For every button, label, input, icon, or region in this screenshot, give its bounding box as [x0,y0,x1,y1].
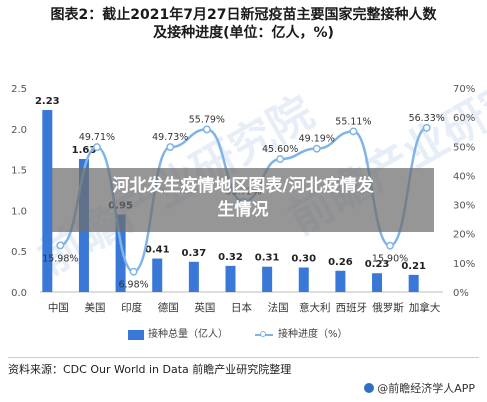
x-tick-label: 英国 [194,301,215,314]
bar-value-label: 1.63 [72,145,97,156]
bar [152,258,163,292]
y-right-tick-label: 50% [453,142,475,153]
bar-value-label: 2.23 [35,96,60,107]
line-point [312,144,321,153]
overlay-line1: 河北发生疫情地区图表/河北疫情发 [112,176,374,196]
x-tick-label: 意大利 [299,301,331,314]
line-value-label: 55.79% [189,114,225,125]
line-point [202,125,211,134]
bar [335,270,346,292]
bar [115,214,126,292]
overlay-line2: 生情况 [217,200,269,220]
x-tick-label: 法国 [268,301,289,314]
bar [372,273,383,292]
y-right-tick-label: 70% [453,84,475,95]
x-tick-label: 印度 [121,301,142,314]
x-tick-label: 美国 [84,301,105,314]
bar [42,110,53,292]
y-left-tick-label: 1.5 [11,166,27,177]
bar-value-label: 0.32 [218,252,243,263]
line-value-label: 6.98% [118,280,148,291]
bar-value-label: 0.41 [145,245,170,256]
bar-value-label: 0.21 [401,261,426,272]
bar-value-label: 0.37 [182,248,207,259]
chart-svg: 0.0 0.5 1.0 1.5 2.0 2.5 0% 10% 20% 30% 40% 50% 60% 70… [11,84,475,314]
bar [408,274,419,292]
divider [8,357,479,358]
bar-value-label: 0.31 [255,253,280,264]
y-right-tick-label: 60% [453,113,475,124]
bar [262,266,273,292]
legend-bar-label: 接种总量（亿人） [148,329,228,340]
line-value-label: 49.19% [299,134,335,145]
legend-line-swatch [255,331,273,337]
bar-value-label: 0.23 [365,259,390,270]
overlay-text: 河北发生疫情地区图表/河北疫情发 生情况 [52,174,434,222]
x-tick-label: 加拿大 [409,301,441,314]
bar-value-label: 0.26 [328,257,353,268]
bar [298,267,309,292]
line-point [129,267,138,276]
legend-bar-swatch [128,330,144,340]
brand-tag: @前瞻经济学人APP [364,380,475,396]
line-point [166,143,175,152]
x-tick-label: 日本 [231,301,252,314]
y-left-tick-label: 2.5 [11,84,27,95]
bar [188,261,199,292]
line-point [349,127,358,136]
line-value-label: 49.71% [79,132,115,143]
x-tick-label: 德国 [158,301,179,314]
y-right-tick-label: 20% [453,230,475,241]
x-tick-label: 俄罗斯 [372,301,404,314]
y-right-tick-label: 0% [453,288,469,299]
line-value-label: 55.11% [335,116,371,127]
line-point [422,123,431,132]
y-left-tick-label: 0.0 [11,288,27,299]
overlay-banner: 河北发生疫情地区图表/河北疫情发 生情况 [52,168,434,232]
chart-title-line2: 及接种进度(单位：亿人，%) [153,25,334,41]
x-tick-label: 中国 [48,301,69,314]
y-right-tick-label: 10% [453,259,475,270]
line-value-label: 56.33% [409,113,445,124]
bar [225,265,236,292]
line-point [93,143,101,152]
y-right-tick-label: 30% [453,201,475,212]
chart-title: 图表2：截止2021年7月27日新冠疫苗主要国家完整接种人数 及接种进度(单位：… [0,6,487,42]
source-note: 资料来源：CDC Our World in Data 前瞻产业研究院整理 [8,363,292,376]
chart-legend: 接种总量（亿人） 接种进度（%） [0,328,487,344]
line-value-label: 45.60% [262,144,298,155]
y-right-tick-label: 40% [453,171,475,182]
chart-title-line1: 图表2：截止2021年7月27日新冠疫苗主要国家完整接种人数 [50,7,437,23]
bar-value-label: 0.30 [291,254,316,265]
y-left-tick-label: 2.0 [11,125,27,136]
line-point [386,241,394,250]
x-tick-label: 西班牙 [336,302,368,314]
line-value-label: 15.98% [42,253,78,264]
line-point [56,241,65,250]
y-left-tick-label: 1.0 [11,206,27,217]
line-value-label: 15.90% [372,254,408,265]
line-value-label: 49.73% [152,132,188,143]
brand-text: @前瞻经济学人APP [377,382,475,395]
brand-logo-icon [364,383,375,393]
line-point [276,155,285,164]
legend-line-label: 接种进度（%） [278,329,348,340]
y-left-tick-label: 0.5 [11,247,27,258]
